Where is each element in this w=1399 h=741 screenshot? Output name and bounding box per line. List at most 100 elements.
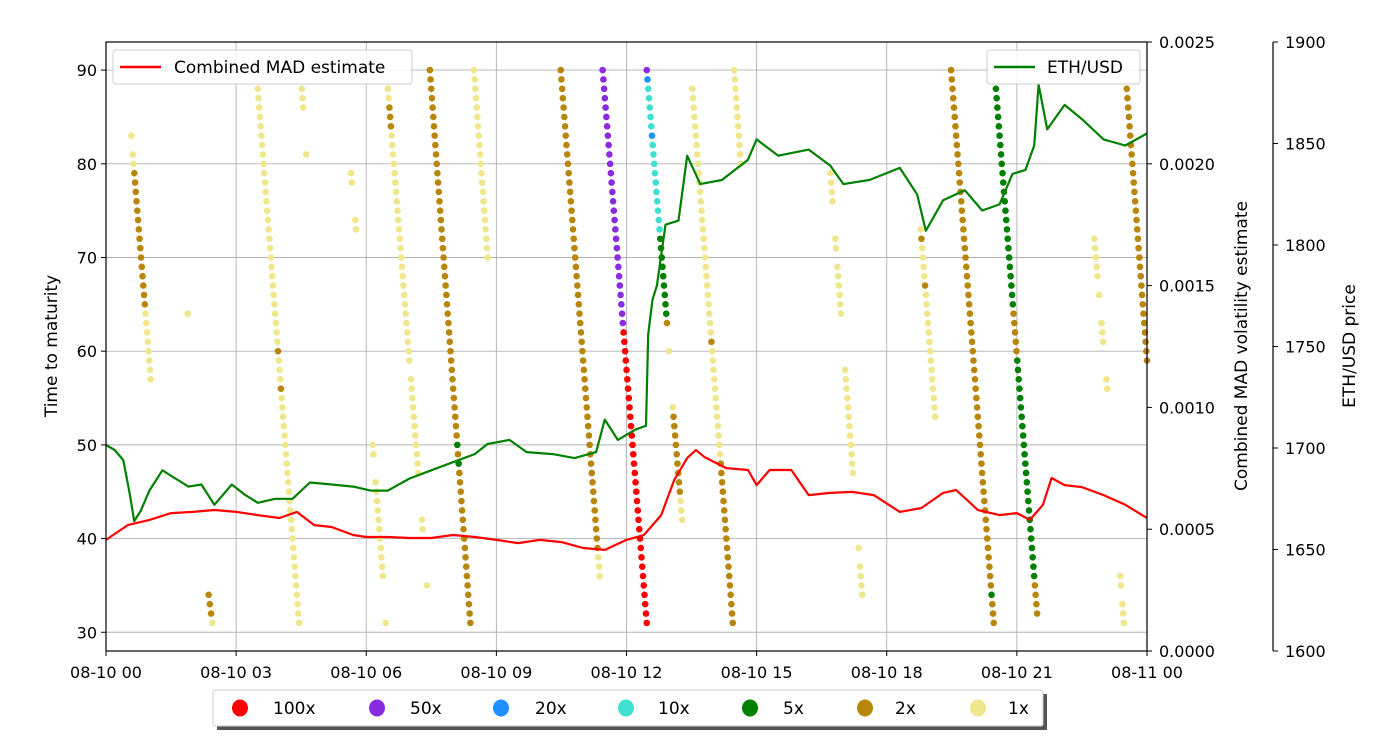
dot-2x — [449, 375, 456, 383]
dot-1x — [692, 132, 700, 139]
dot-2x — [719, 488, 727, 496]
dot-1x — [275, 357, 283, 364]
dot-100x — [622, 357, 630, 364]
dot-1x — [273, 329, 280, 336]
dot-1x — [398, 263, 406, 271]
mid-tick-label: 0.0025 — [1159, 33, 1215, 52]
dot-1x — [472, 94, 480, 102]
legend-label-100x: 100x — [273, 699, 316, 719]
dot-1x — [369, 441, 377, 449]
dot-2x — [973, 394, 980, 402]
dot-2x — [1131, 197, 1139, 205]
dot-1x — [284, 479, 292, 486]
legend-eth-label: ETH/USD — [1047, 58, 1123, 78]
dot-1x — [373, 488, 380, 496]
dot-1x — [1119, 600, 1126, 608]
dot-2x — [436, 197, 443, 205]
dot-2x — [727, 591, 734, 599]
dot-50x — [610, 207, 618, 214]
dot-10x — [653, 197, 661, 205]
dot-1x — [143, 329, 151, 336]
dot-5x — [1023, 479, 1031, 486]
legend-marker-5x — [742, 699, 758, 717]
dot-1x — [289, 544, 297, 552]
dot-50x — [602, 104, 609, 111]
dot-1x — [393, 197, 401, 205]
dot-2x — [589, 488, 597, 496]
dot-1x — [697, 197, 705, 205]
legend-marker-100x — [232, 699, 248, 717]
dot-2x — [1128, 151, 1135, 158]
dot-10x — [646, 104, 654, 111]
dot-2x — [582, 394, 590, 402]
dot-5x — [1003, 226, 1011, 233]
dot-2x — [558, 85, 566, 93]
dot-1x — [702, 263, 710, 271]
x-tick-label: 08-10 21 — [981, 663, 1053, 682]
dot-5x — [1022, 469, 1030, 477]
dot-1x — [287, 516, 295, 524]
dot-50x — [603, 123, 611, 130]
dot-50x — [605, 141, 612, 149]
dot-1x — [858, 591, 866, 599]
dot-1x — [855, 544, 862, 552]
dot-50x — [603, 113, 610, 121]
left-tick-label: 80 — [77, 155, 97, 174]
dot-2x — [428, 94, 436, 102]
dot-1x — [827, 179, 835, 186]
x-tick-label: 08-10 03 — [200, 663, 272, 682]
dot-2x — [674, 460, 681, 467]
dot-2x — [586, 441, 593, 449]
dot-2x — [960, 235, 968, 243]
dot-10x — [650, 160, 658, 168]
dot-2x — [1124, 94, 1131, 102]
dot-50x — [609, 197, 617, 205]
dot-1x — [691, 113, 698, 121]
dot-5x — [1015, 375, 1023, 383]
dot-1x — [926, 338, 933, 346]
dot-1x — [265, 226, 272, 233]
dot-1x — [392, 188, 400, 196]
dot-100x — [641, 600, 649, 608]
dot-2x — [136, 235, 143, 243]
dot-2x — [969, 347, 977, 355]
dot-2x — [584, 413, 591, 421]
dot-100x — [626, 404, 633, 411]
dot-2x — [720, 497, 727, 505]
dot-1x — [711, 385, 719, 392]
dot-2x — [951, 113, 959, 121]
dot-2x — [708, 338, 715, 346]
dot-1x — [370, 450, 377, 458]
dot-1x — [926, 347, 934, 355]
dot-2x — [561, 123, 569, 130]
dot-1x — [836, 291, 843, 299]
dot-1x — [255, 94, 262, 102]
dot-1x — [279, 413, 287, 421]
left-axis-label: Time to maturity — [42, 275, 62, 418]
dot-1x — [276, 366, 283, 374]
dot-2x — [977, 450, 985, 458]
dot-50x — [607, 169, 615, 177]
dot-2x — [725, 563, 732, 570]
dot-2x — [726, 582, 734, 589]
dot-2x — [427, 76, 434, 83]
dot-1x — [302, 151, 310, 158]
x-tick-label: 08-10 09 — [460, 663, 532, 682]
dot-2x — [451, 404, 458, 411]
dot-2x — [718, 479, 726, 486]
dot-2x — [673, 450, 680, 458]
dot-1x — [293, 591, 301, 599]
dot-2x — [435, 188, 443, 196]
dot-2x — [451, 413, 459, 421]
dot-2x — [562, 132, 570, 139]
dot-5x — [995, 123, 1003, 130]
dot-1x — [418, 516, 426, 524]
dot-2x — [953, 141, 961, 149]
dot-1x — [827, 169, 834, 177]
dot-2x — [458, 507, 466, 514]
dot-2x — [447, 347, 454, 355]
dot-100x — [639, 572, 647, 580]
dot-1x — [832, 235, 839, 243]
dot-1x — [480, 207, 488, 214]
dot-1x — [848, 450, 855, 458]
